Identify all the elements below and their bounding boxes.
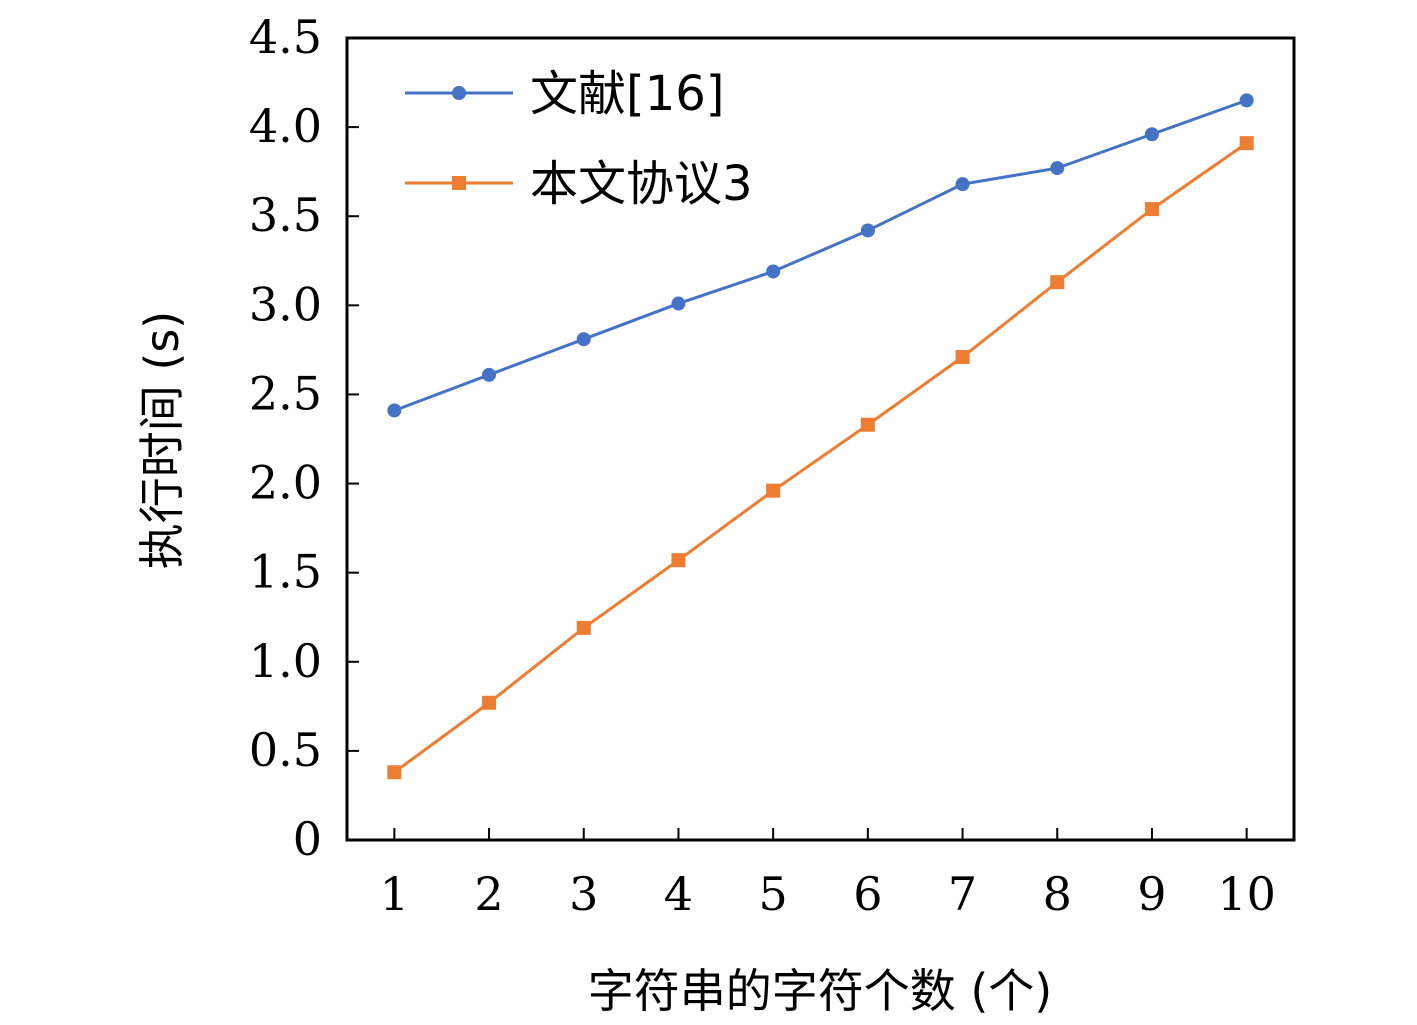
y-tick-label: 4.5 — [249, 10, 322, 64]
data-point — [1050, 275, 1065, 290]
x-tick-label: 6 — [853, 867, 882, 921]
series-line — [393, 98, 1248, 412]
x-axis-label: 字符串的字符个数 (个) — [588, 964, 1053, 1018]
x-axis: 1 2 3 4 5 6 7 8 9 10 — [380, 828, 1276, 921]
x-tick-label: 9 — [1137, 867, 1166, 921]
data-point — [387, 403, 402, 418]
data-point — [482, 695, 497, 710]
data-point — [955, 177, 970, 192]
x-tick-label: 5 — [759, 867, 788, 921]
data-point — [387, 765, 402, 780]
data-point — [766, 483, 781, 498]
legend-marker — [452, 176, 466, 190]
y-tick-label: 1.0 — [249, 634, 322, 688]
legend-label: 文献[16] — [530, 66, 725, 122]
data-point — [576, 620, 591, 635]
y-axis-label: 执行时间 (s) — [135, 311, 189, 569]
data-point — [1050, 161, 1065, 176]
y-tick-label: 4.0 — [249, 99, 322, 153]
data-point — [671, 553, 686, 568]
series-layer — [387, 93, 1254, 780]
x-tick-label: 10 — [1217, 867, 1276, 921]
data-point — [576, 332, 591, 347]
x-tick-label: 4 — [664, 867, 693, 921]
x-tick-label: 8 — [1043, 867, 1072, 921]
plot-frame — [345, 36, 1296, 842]
data-point — [766, 264, 781, 279]
data-point — [955, 350, 970, 365]
data-point — [482, 367, 497, 382]
y-tick-label: 2.5 — [249, 366, 322, 420]
data-point — [860, 417, 875, 432]
data-point — [1239, 136, 1254, 151]
data-point — [671, 296, 686, 311]
legend-label: 本文协议3 — [530, 156, 753, 212]
x-tick-label: 3 — [569, 867, 598, 921]
y-axis: 0 0.5 1.0 1.5 2.0 2.5 3.0 3.5 4.0 4.5 — [249, 10, 359, 866]
data-point — [860, 223, 875, 238]
data-point — [1144, 202, 1159, 217]
legend: 文献[16] 本文协议3 — [405, 66, 753, 212]
x-tick-label: 2 — [474, 867, 503, 921]
y-tick-label: 0 — [293, 812, 322, 866]
x-tick-label: 1 — [380, 867, 409, 921]
legend-marker — [452, 86, 466, 100]
y-tick-label: 1.5 — [249, 545, 322, 599]
x-tick-label: 7 — [948, 867, 977, 921]
y-tick-label: 0.5 — [249, 723, 322, 777]
data-point — [1239, 93, 1254, 108]
data-point — [1144, 127, 1159, 142]
y-tick-label: 2.0 — [249, 456, 322, 510]
y-tick-label: 3.0 — [249, 277, 322, 331]
y-tick-label: 3.5 — [249, 188, 322, 242]
series-line — [393, 141, 1248, 774]
